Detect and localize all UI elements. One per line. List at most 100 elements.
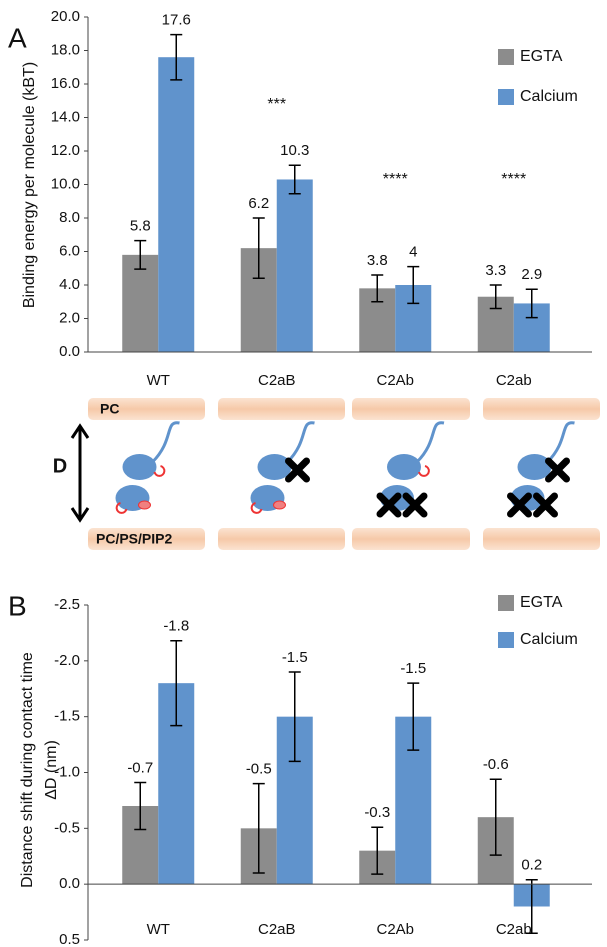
value-label: -1.8 <box>163 618 189 635</box>
error-bar <box>170 33 183 81</box>
membrane-label: PC <box>100 401 119 417</box>
error-bar <box>525 288 538 319</box>
legend-swatch <box>498 49 514 65</box>
y-axis-label: Distance shift during contact time <box>19 652 36 888</box>
x-tick-label: C2aB <box>258 372 296 389</box>
y-tick-label: -1.5 <box>54 708 80 725</box>
loop <box>153 465 166 477</box>
diagram <box>70 398 600 550</box>
value-label: 3.8 <box>367 252 388 269</box>
legend-label: Calcium <box>520 631 578 648</box>
y-tick-label: 2.0 <box>59 309 80 326</box>
y-tick-label: 0.0 <box>59 875 80 892</box>
x-tick-label: C2aB <box>258 921 296 938</box>
membrane <box>352 528 470 550</box>
y-tick-label: -1.0 <box>54 763 80 780</box>
y-tick-label: 16.0 <box>51 75 80 92</box>
x-tick-label: WT <box>147 921 170 938</box>
legend-swatch <box>498 632 514 648</box>
bar <box>276 179 313 352</box>
y-tick-label: 6.0 <box>59 242 80 259</box>
value-label: -1.5 <box>282 649 308 666</box>
annotation: **** <box>501 171 526 188</box>
membrane-label: PC/PS/PIP2 <box>96 531 172 547</box>
bar <box>158 57 195 352</box>
y-tick-label: 8.0 <box>59 209 80 226</box>
loop <box>273 500 286 510</box>
y-tick-label: 12.0 <box>51 142 80 159</box>
linker <box>415 421 445 464</box>
value-label: 2.9 <box>521 266 542 283</box>
error-bar <box>489 778 502 856</box>
mutation-mark <box>285 457 310 483</box>
value-label: 0.2 <box>521 857 542 874</box>
annotation: *** <box>267 96 286 113</box>
loop <box>115 502 128 514</box>
error-bar <box>288 671 301 763</box>
y-tick-label: 0.0 <box>59 343 80 360</box>
legend-label: EGTA <box>520 594 563 611</box>
x-tick-label: C2ab <box>496 372 532 389</box>
value-label: 17.6 <box>162 12 191 29</box>
membrane <box>88 528 205 550</box>
value-label: -0.5 <box>246 761 272 778</box>
c2a-domain <box>257 454 292 480</box>
error-bar <box>407 265 420 305</box>
loop <box>418 465 430 477</box>
value-label: -0.7 <box>127 760 153 777</box>
membrane <box>352 398 470 420</box>
loop <box>250 502 263 514</box>
value-label: 10.3 <box>280 142 309 159</box>
error-bar <box>489 284 502 310</box>
y-tick-label: -0.5 <box>54 819 80 836</box>
membrane <box>483 398 600 420</box>
mutation-mark <box>507 492 532 518</box>
value-label: -0.6 <box>483 756 509 773</box>
error-bar <box>407 682 420 751</box>
x-tick-label: C2Ab <box>376 372 414 389</box>
y-tick-label: 10.0 <box>51 175 80 192</box>
legend-label: EGTA <box>520 48 563 65</box>
error-bar <box>371 274 384 303</box>
y-tick-label: 14.0 <box>51 108 80 125</box>
membrane <box>218 528 345 550</box>
membrane <box>88 398 205 420</box>
distance-arrow <box>70 423 90 523</box>
c2a-domain <box>122 454 157 480</box>
distance-label: D <box>53 455 67 477</box>
error-bar <box>134 781 147 831</box>
error-bar <box>170 639 183 727</box>
loop <box>138 500 151 510</box>
c2a-domain <box>517 454 552 480</box>
x-tick-label: WT <box>147 372 170 389</box>
error-bar <box>252 782 265 874</box>
y-tick-label: 18.0 <box>51 41 80 58</box>
linker <box>286 421 315 464</box>
legend-swatch <box>498 89 514 105</box>
legend-swatch <box>498 595 514 611</box>
membrane <box>483 528 600 550</box>
panel-label: A <box>8 22 27 53</box>
y-tick-label: 4.0 <box>59 276 80 293</box>
annotation: **** <box>383 171 408 188</box>
linker <box>151 421 180 464</box>
error-bar <box>252 217 265 280</box>
membrane <box>218 398 345 420</box>
legend-label: Calcium <box>520 88 578 105</box>
value-label: -0.3 <box>364 804 390 821</box>
value-label: 6.2 <box>248 195 269 212</box>
error-bar <box>371 826 384 875</box>
mutation-mark <box>402 492 428 518</box>
c2a-domain <box>387 454 421 480</box>
value-label: -1.5 <box>400 660 426 677</box>
bar <box>122 254 159 352</box>
y-tick-label: 0.5 <box>59 931 80 947</box>
error-bar <box>525 878 538 935</box>
value-label: 4 <box>409 244 417 261</box>
y-tick-label: -2.5 <box>54 596 80 613</box>
mutation-mark <box>533 492 558 518</box>
linker <box>546 421 575 464</box>
value-label: 5.8 <box>130 218 151 235</box>
